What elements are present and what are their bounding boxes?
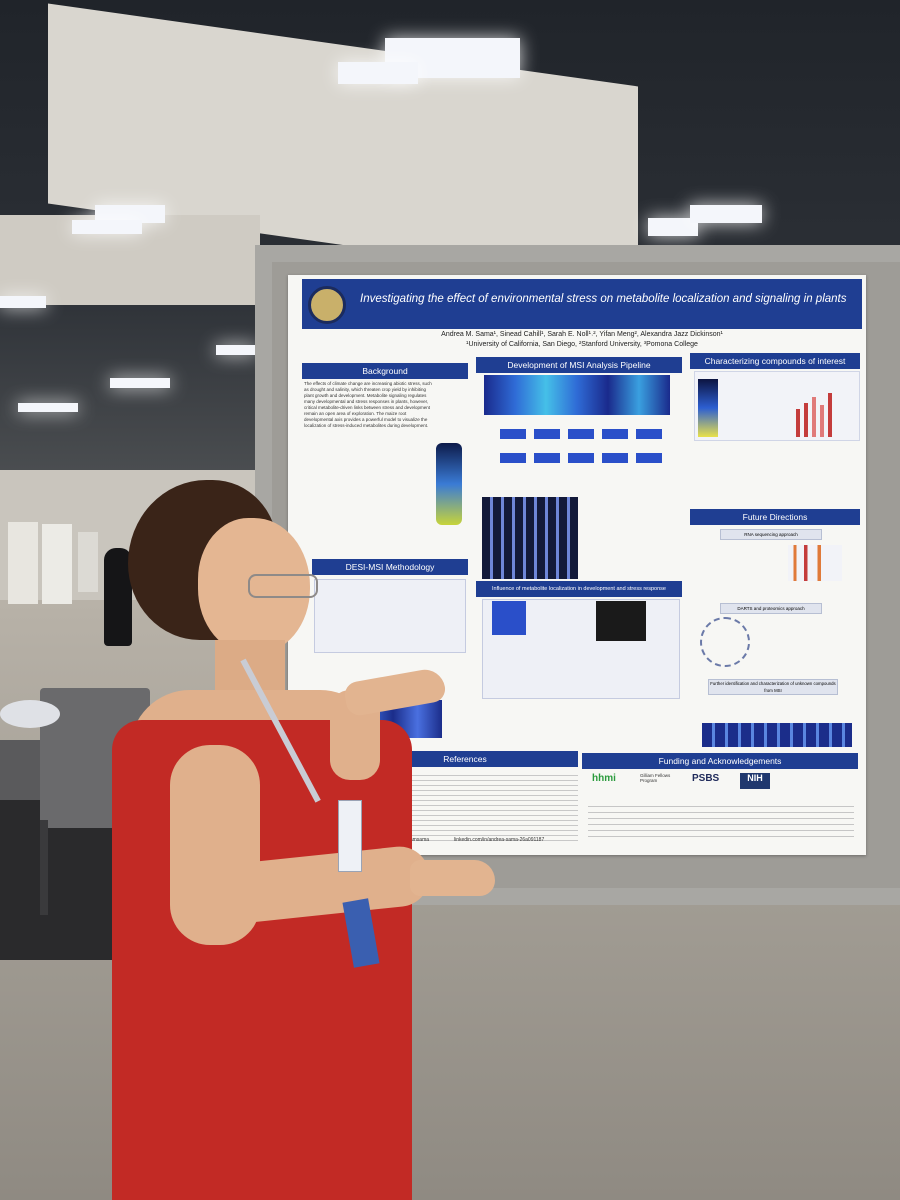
chart-bar <box>828 393 832 437</box>
background-poster-board <box>42 524 72 604</box>
influence-image-dark <box>596 601 646 641</box>
maize-root-figure <box>436 443 462 525</box>
ceiling-light <box>110 378 170 388</box>
poster-authors: Andrea M. Sama¹, Sinead Cahill¹, Sarah E… <box>441 331 723 338</box>
funder-logo-psbs: PSBS <box>692 773 720 784</box>
heatmap-cell <box>534 453 560 463</box>
funder-logo-gilliam: Gilliam Fellows Program <box>640 773 671 783</box>
research-poster: Investigating the effect of environmenta… <box>288 275 866 855</box>
chair-leg <box>40 820 48 915</box>
future-rna: RNA sequencing approach <box>720 529 822 540</box>
chart-bar <box>796 409 800 437</box>
chart-bar <box>804 403 808 437</box>
heatmap-cell <box>636 429 662 439</box>
background-poster-board <box>8 522 38 604</box>
presenter-face <box>198 518 310 654</box>
university-seal <box>308 286 346 324</box>
background-person <box>104 548 132 646</box>
funder-logo-hhmi: hhmi <box>592 773 616 784</box>
chart-bar <box>820 405 824 437</box>
poster-title: Investigating the effect of environmenta… <box>360 293 847 305</box>
contact-linkedin: linkedin.com/in/andrea-sama-26a091187 <box>454 837 545 843</box>
ceiling-light <box>95 205 165 223</box>
ceiling-light <box>690 205 762 223</box>
section-header-desi: DESI-MSI Methodology <box>312 559 468 575</box>
background-poster-board <box>78 532 98 592</box>
section-header-characterizing: Characterizing compounds of interest <box>690 353 860 369</box>
heatmap-cell <box>500 453 526 463</box>
chart-root-image <box>698 379 718 437</box>
section-header-influence: Influence of metabolite localization in … <box>476 581 682 597</box>
acknowledgements-text <box>588 801 854 841</box>
heatmap-cell <box>534 429 560 439</box>
background-chair <box>0 740 40 800</box>
future-image-strip <box>702 723 852 747</box>
round-table <box>0 700 60 728</box>
heatmap-cell <box>568 453 594 463</box>
ceiling-light <box>338 62 418 84</box>
desi-schematic <box>314 579 466 653</box>
ceiling-light <box>648 218 698 236</box>
ceiling-light <box>18 403 78 412</box>
heatmap-cell <box>568 429 594 439</box>
presenter-glasses <box>248 574 318 598</box>
influence-image-blue <box>492 601 526 635</box>
msi-heatmap-strip <box>484 375 670 415</box>
heatmap-cell <box>602 429 628 439</box>
compound-chart <box>694 371 860 441</box>
presenter-badge <box>338 800 362 872</box>
section-header-future: Future Directions <box>690 509 860 525</box>
presenter-left-hand <box>410 860 495 896</box>
heatmap-cell <box>500 429 526 439</box>
heatmap-cell <box>602 453 628 463</box>
section-header-background: Background <box>302 363 468 379</box>
future-darts: DARTS and proteomics approach <box>720 603 822 614</box>
section-header-funding: Funding and Acknowledgements <box>582 753 858 769</box>
poster-title-bar: Investigating the effect of environmenta… <box>302 279 862 329</box>
root-sections-grid <box>482 497 578 579</box>
rna-chart <box>788 545 842 581</box>
poster-affiliations: ¹University of California, San Diego, ²S… <box>466 341 698 348</box>
background-text: The effects of climate change are increa… <box>304 381 432 428</box>
ceiling-light <box>216 345 256 355</box>
funder-logo-nih: NIH <box>740 773 770 789</box>
heatmap-cell <box>636 453 662 463</box>
section-header-pipeline: Development of MSI Analysis Pipeline <box>476 357 682 373</box>
darts-diagram <box>700 617 750 667</box>
future-further: Further identification and characterizat… <box>708 679 838 695</box>
chart-bar <box>812 397 816 437</box>
ceiling-light <box>0 296 46 308</box>
ceiling-light <box>72 220 142 234</box>
